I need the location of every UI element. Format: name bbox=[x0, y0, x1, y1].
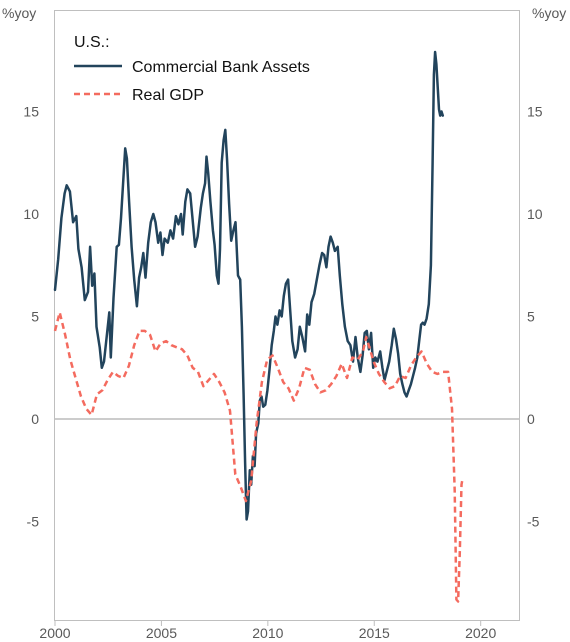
plot-frame bbox=[54, 10, 520, 621]
x-axis: 2000 2005 2010 2015 2020 bbox=[39, 620, 496, 641]
y-axis-left: -5 0 5 10 15 bbox=[23, 103, 39, 529]
y-tick-label-left: -5 bbox=[27, 514, 40, 530]
x-tick-label: 2010 bbox=[252, 625, 283, 641]
y-unit-right: %yoy bbox=[532, 5, 566, 21]
y-tick-label-right: 0 bbox=[527, 411, 535, 427]
y-tick-label-right: -5 bbox=[527, 514, 540, 530]
y-unit-left: %yoy bbox=[2, 5, 36, 21]
series-line-commercial-bank-assets bbox=[53, 50, 445, 521]
y-tick-label-right: 15 bbox=[527, 103, 543, 119]
y-tick-label-right: 5 bbox=[527, 309, 535, 325]
x-tick-label: 2000 bbox=[39, 625, 70, 641]
x-tick-label: 2005 bbox=[146, 625, 177, 641]
legend-title: U.S.: bbox=[74, 34, 110, 51]
y-tick-label-left: 0 bbox=[31, 411, 39, 427]
series-layer bbox=[53, 50, 464, 603]
y-tick-label-left: 15 bbox=[23, 103, 39, 119]
legend-label-commercial-bank-assets: Commercial Bank Assets bbox=[132, 59, 310, 76]
y-tick-label-right: 10 bbox=[527, 206, 543, 222]
y-axis-right: -5 0 5 10 15 bbox=[527, 103, 543, 529]
y-tick-label-left: 10 bbox=[23, 206, 39, 222]
y-tick-label-left: 5 bbox=[31, 309, 39, 325]
series-line-real-gdp bbox=[53, 311, 464, 603]
x-tick-label: 2015 bbox=[359, 625, 390, 641]
legend: U.S.: Commercial Bank Assets Real GDP bbox=[74, 34, 310, 104]
legend-label-real-gdp: Real GDP bbox=[132, 87, 204, 104]
x-tick-label: 2020 bbox=[465, 625, 496, 641]
